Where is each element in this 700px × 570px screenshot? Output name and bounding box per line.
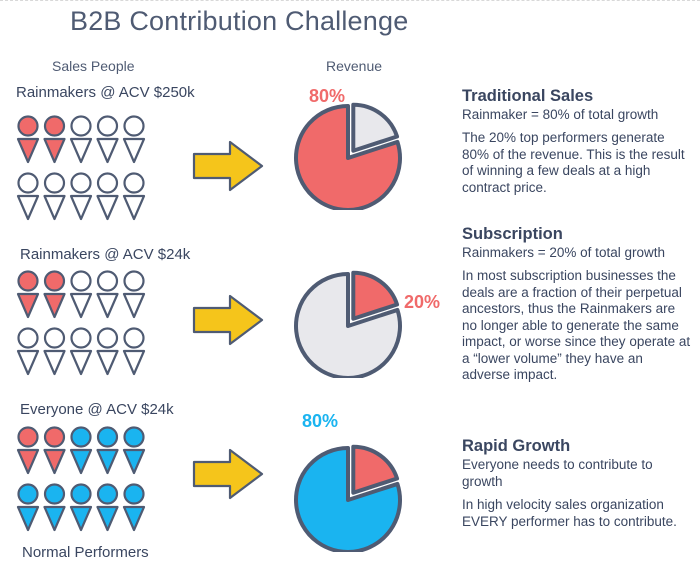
person-icon bbox=[122, 270, 146, 319]
top-divider bbox=[0, 0, 700, 1]
pie-exploded-slice bbox=[351, 444, 400, 495]
person-icon bbox=[122, 172, 146, 221]
pie-exploded-slice bbox=[351, 270, 400, 321]
desc-body: In high velocity sales organization EVER… bbox=[462, 497, 677, 529]
person-icon bbox=[122, 327, 146, 376]
person-icon bbox=[43, 327, 66, 376]
pie-subscription bbox=[294, 270, 402, 378]
person-icon bbox=[43, 270, 66, 319]
person-icon bbox=[16, 115, 40, 164]
person-icon bbox=[69, 426, 93, 475]
pct-traditional: 80% bbox=[309, 86, 346, 106]
person-icon bbox=[69, 327, 93, 376]
desc-rapid-growth: Rapid Growth Everyone needs to contribut… bbox=[462, 437, 692, 530]
people-grid-traditional bbox=[16, 115, 146, 221]
person-icon bbox=[122, 115, 146, 164]
pct-rapid-growth: 80% bbox=[302, 411, 339, 431]
person-icon bbox=[16, 483, 40, 532]
pie-traditional bbox=[294, 102, 402, 210]
desc-title: Rapid Growth bbox=[462, 437, 571, 455]
pie-main-slice bbox=[294, 104, 402, 210]
header-revenue: Revenue bbox=[326, 58, 383, 74]
person-icon bbox=[43, 426, 66, 475]
person-icon bbox=[96, 327, 119, 376]
person-icon bbox=[43, 483, 66, 532]
desc-traditional: Traditional Sales Rainmaker = 80% of tot… bbox=[462, 87, 692, 196]
pie-main-slice bbox=[294, 272, 402, 378]
page-title: B2B Contribution Challenge bbox=[70, 6, 409, 36]
desc-subtitle: Rainmakers = 20% of total growth bbox=[462, 245, 665, 260]
arrow-right-icon bbox=[192, 140, 264, 192]
desc-subtitle: Everyone needs to contribute to growth bbox=[462, 457, 653, 489]
person-icon bbox=[96, 172, 119, 221]
desc-body: In most subscription businesses the deal… bbox=[462, 268, 691, 382]
arrow-right-icon bbox=[192, 294, 264, 346]
people-grid-subscription bbox=[16, 270, 146, 376]
desc-body: The 20% top performers generate 80% of t… bbox=[462, 130, 685, 195]
header-sales-people: Sales People bbox=[52, 58, 135, 74]
pie-rapid-growth bbox=[294, 444, 402, 552]
pct-subscription: 20% bbox=[404, 292, 441, 312]
person-icon bbox=[16, 426, 40, 475]
row-label-traditional: Rainmakers @ ACV $250k bbox=[16, 84, 195, 101]
person-icon bbox=[96, 270, 119, 319]
person-icon bbox=[96, 426, 119, 475]
desc-subscription: Subscription Rainmakers = 20% of total g… bbox=[462, 225, 692, 384]
person-icon bbox=[69, 483, 93, 532]
person-icon bbox=[122, 483, 146, 532]
pie-main-slice bbox=[294, 446, 402, 552]
person-icon bbox=[16, 172, 40, 221]
person-icon bbox=[43, 115, 66, 164]
footer-label: Normal Performers bbox=[22, 544, 149, 561]
desc-title: Subscription bbox=[462, 225, 563, 243]
row-label-subscription: Rainmakers @ ACV $24k bbox=[20, 246, 191, 263]
person-icon bbox=[122, 426, 146, 475]
person-icon bbox=[43, 172, 66, 221]
person-icon bbox=[69, 115, 93, 164]
person-icon bbox=[69, 270, 93, 319]
desc-subtitle: Rainmaker = 80% of total growth bbox=[462, 107, 659, 122]
row-label-rapid-growth: Everyone @ ACV $24k bbox=[20, 401, 174, 418]
person-icon bbox=[69, 172, 93, 221]
arrow-right-icon bbox=[192, 448, 264, 500]
person-icon bbox=[96, 483, 119, 532]
desc-title: Traditional Sales bbox=[462, 87, 594, 105]
people-grid-rapid-growth bbox=[16, 426, 146, 532]
pie-exploded-slice bbox=[351, 102, 400, 153]
person-icon bbox=[16, 270, 40, 319]
person-icon bbox=[16, 327, 40, 376]
person-icon bbox=[96, 115, 119, 164]
